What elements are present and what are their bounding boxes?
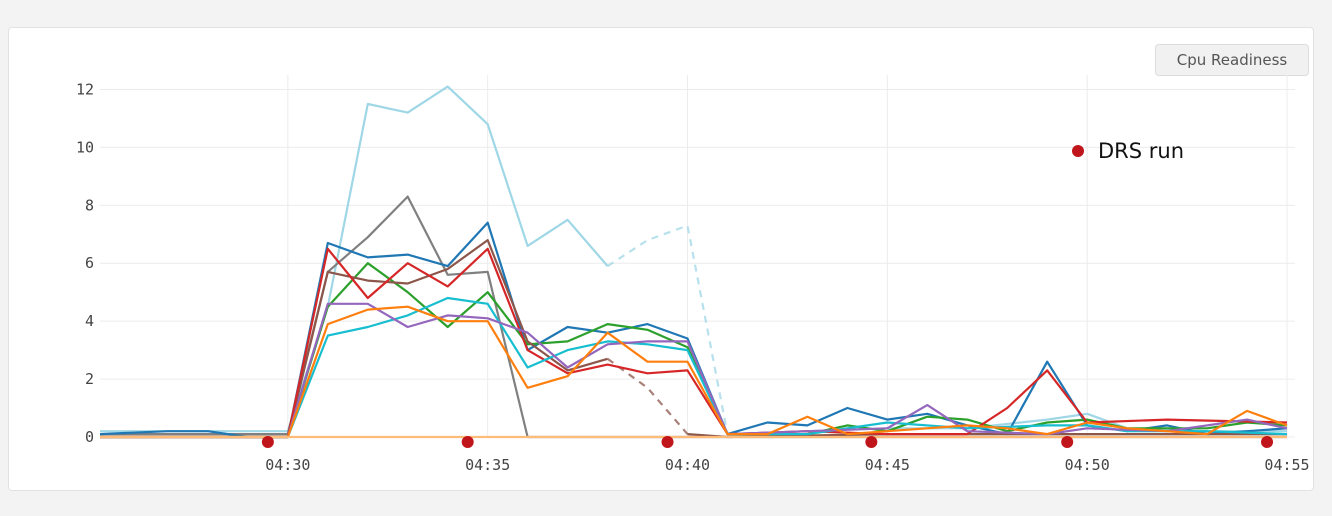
drs-run-marker bbox=[1061, 436, 1074, 448]
drs-run-markers bbox=[261, 436, 1274, 448]
series-5 bbox=[100, 247, 1288, 439]
series-6 bbox=[100, 296, 1288, 439]
x-tick-label: 04:35 bbox=[465, 456, 510, 474]
series-line bbox=[100, 305, 1288, 439]
series-line bbox=[100, 195, 1287, 439]
x-tick-label: 04:30 bbox=[265, 456, 310, 474]
series-1 bbox=[100, 195, 1287, 439]
drs-run-marker bbox=[661, 436, 674, 448]
series-line bbox=[606, 357, 689, 435]
drs-run-legend-label: DRS run bbox=[1098, 139, 1184, 163]
x-axis: 04:30 04:35 04:40 04:45 04:50 04:55 bbox=[265, 456, 1309, 474]
series-line bbox=[100, 239, 608, 439]
grid bbox=[100, 75, 1295, 438]
series-4 bbox=[100, 239, 1287, 439]
series-line bbox=[100, 296, 1288, 439]
y-tick-label: 2 bbox=[85, 370, 94, 388]
y-tick-label: 8 bbox=[85, 196, 94, 214]
drs-run-marker bbox=[261, 436, 274, 448]
y-tick-label: 10 bbox=[76, 138, 94, 156]
x-tick-label: 04:45 bbox=[865, 456, 910, 474]
series-7 bbox=[100, 302, 1288, 439]
x-tick-label: 04:55 bbox=[1264, 456, 1309, 474]
y-tick-label: 12 bbox=[76, 80, 94, 98]
y-tick-label: 6 bbox=[85, 254, 94, 272]
series-8 bbox=[100, 305, 1288, 439]
drs-run-marker bbox=[865, 436, 878, 448]
drs-run-marker bbox=[1261, 436, 1274, 448]
drs-run-legend-marker bbox=[1072, 145, 1084, 157]
drs-run-marker bbox=[461, 436, 474, 448]
y-axis: 0 2 4 6 8 10 12 bbox=[76, 80, 94, 446]
series-line bbox=[100, 85, 609, 433]
x-tick-label: 04:40 bbox=[665, 456, 710, 474]
metric-badge[interactable]: Cpu Readiness bbox=[1155, 44, 1309, 76]
chart-panel bbox=[8, 27, 1314, 491]
series-lines bbox=[99, 85, 1288, 439]
series-line bbox=[606, 224, 729, 435]
y-tick-label: 4 bbox=[85, 312, 94, 330]
series-line bbox=[100, 302, 1288, 439]
series-line bbox=[100, 247, 1288, 439]
x-tick-label: 04:50 bbox=[1065, 456, 1110, 474]
y-tick-label: 0 bbox=[85, 428, 94, 446]
legend: DRS run bbox=[1072, 139, 1184, 163]
